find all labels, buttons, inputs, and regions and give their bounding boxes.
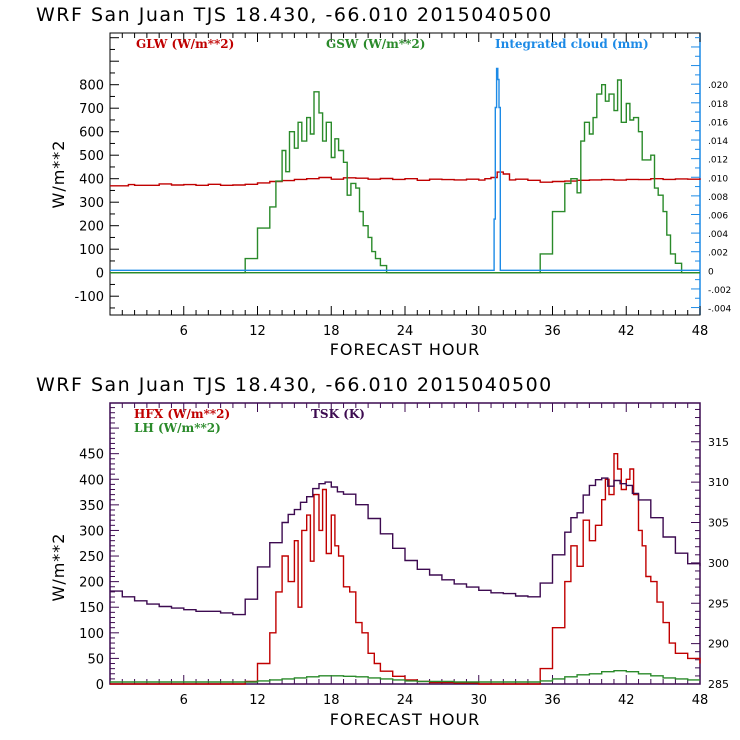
chart-title: WRF San Juan TJS 18.430, -66.010 2015040… bbox=[36, 4, 553, 26]
legend-lh: LH (W/m**2) bbox=[134, 421, 221, 435]
y-tick-label: 150 bbox=[79, 601, 104, 616]
legend-hfx: HFX (W/m**2) bbox=[134, 407, 230, 421]
x-tick-label: 36 bbox=[544, 324, 561, 339]
y2-tick-label: 285 bbox=[708, 678, 729, 691]
series-gsw-w-m-2-day-2-line bbox=[110, 79, 700, 274]
y2-tick-label: .016 bbox=[708, 118, 728, 128]
x-tick-label: 18 bbox=[323, 324, 340, 339]
y-tick-label: 200 bbox=[79, 576, 104, 591]
y2-tick-label: .010 bbox=[708, 174, 728, 184]
top-panel: WRF San Juan TJS 18.430, -66.010 2015040… bbox=[36, 4, 732, 359]
series-lh-w-m-2-line bbox=[110, 670, 700, 683]
legend-tsk: TSK (K) bbox=[311, 407, 365, 421]
y-tick-label: 200 bbox=[79, 220, 104, 235]
y-tick-label: 700 bbox=[79, 102, 104, 117]
x-tick-label: 6 bbox=[180, 693, 188, 708]
x-tick-label: 12 bbox=[249, 324, 266, 339]
y-tick-label: 400 bbox=[79, 473, 104, 488]
y-tick-label: 500 bbox=[79, 149, 104, 164]
y2-tick-label: 0 bbox=[708, 267, 714, 277]
series-integrated-cloud-mm-line bbox=[110, 67, 700, 271]
y-tick-label: 600 bbox=[79, 126, 104, 141]
y2-tick-label: .012 bbox=[708, 156, 728, 166]
plot-frame bbox=[109, 402, 701, 685]
y2-tick-label: 290 bbox=[708, 638, 729, 651]
y2-tick-label: 310 bbox=[708, 476, 729, 489]
series-tsk-k-line bbox=[110, 477, 701, 616]
y-tick-label: 350 bbox=[79, 499, 104, 514]
y2-tick-label: -.002 bbox=[708, 286, 731, 296]
x-tick-label: 48 bbox=[692, 693, 709, 708]
y2-tick-label: 305 bbox=[708, 517, 729, 530]
y-tick-label: -100 bbox=[74, 290, 104, 305]
y2-tick-label: .004 bbox=[708, 230, 728, 240]
y-tick-label: 300 bbox=[79, 524, 104, 539]
y2-tick-label: 315 bbox=[708, 436, 729, 449]
x-tick-label: 42 bbox=[618, 693, 635, 708]
x-axis-label: FORECAST HOUR bbox=[330, 340, 481, 359]
y2-tick-label: .008 bbox=[708, 193, 728, 203]
bottom-panel: WRF San Juan TJS 18.430, -66.010 2015040… bbox=[36, 374, 729, 729]
y2-tick-label: 300 bbox=[708, 557, 729, 570]
y-axis-label: W/m**2 bbox=[49, 533, 68, 602]
x-tick-label: 30 bbox=[470, 693, 487, 708]
series-hfx-w-m-2-line bbox=[110, 453, 701, 685]
x-tick-label: 36 bbox=[544, 693, 561, 708]
y2-tick-label: .006 bbox=[708, 211, 728, 221]
y-tick-label: 300 bbox=[79, 196, 104, 211]
series-group bbox=[110, 453, 701, 685]
y2-tick-label: -.004 bbox=[708, 305, 732, 315]
y2-tick-label: .014 bbox=[708, 137, 728, 147]
x-axis-label: FORECAST HOUR bbox=[330, 710, 481, 729]
x-tick-label: 24 bbox=[397, 693, 414, 708]
y-tick-label: 450 bbox=[79, 448, 104, 463]
y-axis-label: W/m**2 bbox=[49, 140, 68, 209]
legend-gsw: GSW (W/m**2) bbox=[326, 37, 425, 51]
series-group bbox=[110, 67, 701, 274]
y-tick-label: 100 bbox=[79, 627, 104, 642]
y-tick-label: 400 bbox=[79, 173, 104, 188]
x-tick-label: 18 bbox=[323, 693, 340, 708]
y-tick-label: 250 bbox=[79, 550, 104, 565]
y-tick-label: 0 bbox=[96, 267, 104, 282]
x-tick-label: 30 bbox=[470, 324, 487, 339]
y2-tick-label: .020 bbox=[708, 81, 728, 91]
legend-glw: GLW (W/m**2) bbox=[136, 37, 234, 51]
chart-title: WRF San Juan TJS 18.430, -66.010 2015040… bbox=[36, 374, 553, 396]
series-glw-w-m-2-line bbox=[110, 171, 701, 187]
y-tick-label: 50 bbox=[87, 652, 104, 667]
x-tick-label: 24 bbox=[397, 324, 414, 339]
x-tick-label: 42 bbox=[618, 324, 635, 339]
y2-tick-label: .018 bbox=[708, 100, 728, 110]
y2-tick-label: .002 bbox=[708, 249, 728, 259]
series-gsw-w-m-2-line bbox=[110, 91, 700, 274]
x-tick-label: 12 bbox=[249, 693, 266, 708]
y-tick-label: 100 bbox=[79, 243, 104, 258]
x-tick-label: 48 bbox=[692, 324, 709, 339]
legend-cloud: Integrated cloud (mm) bbox=[495, 37, 649, 51]
y2-tick-label: 295 bbox=[708, 597, 729, 610]
y-tick-label: 0 bbox=[96, 678, 104, 693]
axis-ticks: 6 12 18 24 30 36 42 48 0 50 100 150 200 250 300 350 400 4… bbox=[79, 403, 729, 708]
y-tick-label: 800 bbox=[79, 79, 104, 94]
x-tick-label: 6 bbox=[180, 324, 188, 339]
axis-ticks: 6 12 18 24 30 36 42 48 -100 0 100 200 300 400 500 600 70… bbox=[74, 33, 732, 339]
